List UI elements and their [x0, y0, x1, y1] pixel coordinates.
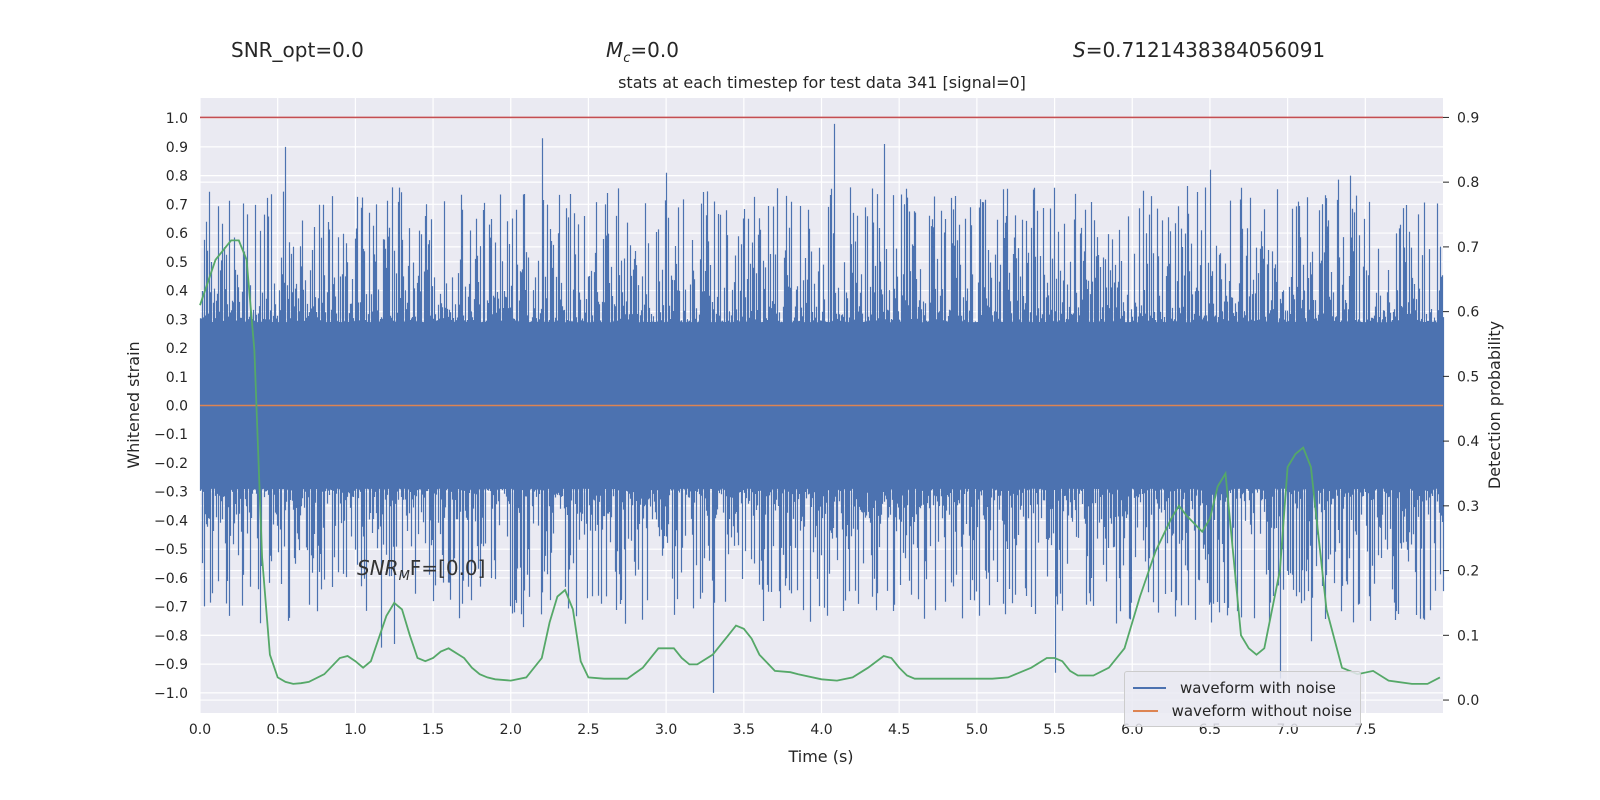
chirp-mass-value: =0.0	[630, 38, 679, 62]
x-tick-label: 4.0	[810, 722, 832, 738]
chirp-mass-symbol: M	[606, 38, 624, 62]
s-stat-value: =0.7121438384056091	[1085, 38, 1326, 62]
legend-item-clean: waveform without noise	[1133, 699, 1352, 722]
x-tick-label: 1.5	[422, 722, 444, 738]
y-axis-label: Whitened strain	[124, 341, 143, 468]
s-stat-label: S=0.7121438384056091	[1073, 38, 1325, 62]
y2-tick-label: 0.1	[1457, 628, 1479, 644]
y-tick-label: −0.1	[154, 427, 188, 443]
y2-tick-label: 0.3	[1457, 499, 1479, 515]
legend-item-noise: waveform with noise	[1133, 676, 1352, 699]
y2-tick-label: 0.0	[1457, 693, 1479, 709]
snr-opt-label: SNR_opt=0.0	[231, 38, 364, 62]
chirp-mass-subscript: c	[623, 51, 631, 66]
y2-axis-label: Detection probability	[1485, 321, 1504, 489]
y2-tick-label: 0.5	[1457, 369, 1479, 385]
chart-title: stats at each timestep for test data 341…	[618, 73, 1026, 92]
x-tick-label: 3.0	[655, 722, 677, 738]
y2-tick-label: 0.2	[1457, 564, 1479, 580]
y2-tick-label: 0.9	[1457, 110, 1479, 126]
x-tick-label: 2.0	[500, 722, 522, 738]
x-tick-label: 3.5	[733, 722, 755, 738]
y2-tick-label: 0.4	[1457, 434, 1479, 450]
y-tick-label: 0.9	[166, 140, 188, 156]
x-tick-label: 0.5	[267, 722, 289, 738]
snr-mf-annotation: SNRMF=[0.0]	[357, 556, 485, 584]
y-tick-label: −0.6	[154, 571, 188, 587]
series-detection-probability	[199, 239, 1441, 685]
y-tick-label: 0.1	[166, 370, 188, 386]
y-tick-label: 0.3	[166, 312, 188, 328]
x-tick-label: 1.0	[344, 722, 366, 738]
snr-mf-rest: F=[0.0]	[409, 556, 486, 580]
x-tick-label: 5.5	[1043, 722, 1065, 738]
y-tick-label: −0.2	[154, 456, 188, 472]
snr-mf-symbol: SNR	[357, 556, 399, 580]
y-tick-label: −1.0	[154, 686, 188, 702]
y-tick-label: −0.7	[154, 600, 188, 616]
y-tick-label: 0.8	[166, 169, 188, 185]
y-tick-label: 0.2	[166, 341, 188, 357]
y2-tick-label: 0.8	[1457, 175, 1479, 191]
y-tick-label: 1.0	[166, 111, 188, 127]
snr-mf-subscript: M	[398, 569, 410, 584]
legend-label-clean: waveform without noise	[1171, 701, 1352, 720]
x-tick-label: 4.5	[888, 722, 910, 738]
y2-tick-label: 0.7	[1457, 240, 1479, 256]
legend-swatch-clean	[1133, 709, 1158, 712]
legend-label-noise: waveform with noise	[1180, 678, 1336, 697]
y-tick-label: −0.4	[154, 513, 188, 529]
y-tick-label: −0.8	[154, 628, 188, 644]
y-axis-ticks: 1.0 0.9 0.8 0.7 0.6 0.5 0.4 0.3 0.2 0.1 0.0 −0.1 −0.…	[154, 111, 188, 702]
y-tick-label: −0.5	[154, 542, 188, 558]
x-tick-label: 2.5	[577, 722, 599, 738]
x-tick-label: 5.0	[966, 722, 988, 738]
legend: waveform with noise waveform without noi…	[1124, 671, 1361, 727]
x-tick-label: 0.0	[189, 722, 211, 738]
y-tick-label: 0.7	[166, 197, 188, 213]
y-tick-label: 0.4	[166, 284, 188, 300]
chirp-mass-label: Mc=0.0	[606, 38, 679, 66]
s-stat-symbol: S	[1073, 38, 1086, 62]
y-tick-label: 0.0	[166, 399, 188, 415]
legend-swatch-noise	[1133, 686, 1166, 689]
y2-axis-ticks: 0.9 0.8 0.7 0.6 0.5 0.4 0.3 0.2 0.1 0.0	[1443, 110, 1479, 709]
y-tick-label: −0.9	[154, 657, 188, 673]
x-axis-label: Time (s)	[787, 747, 853, 766]
y-tick-label: 0.6	[166, 226, 188, 242]
y-tick-label: −0.3	[154, 485, 188, 501]
y2-tick-label: 0.6	[1457, 305, 1479, 321]
y-tick-label: 0.5	[166, 255, 188, 271]
